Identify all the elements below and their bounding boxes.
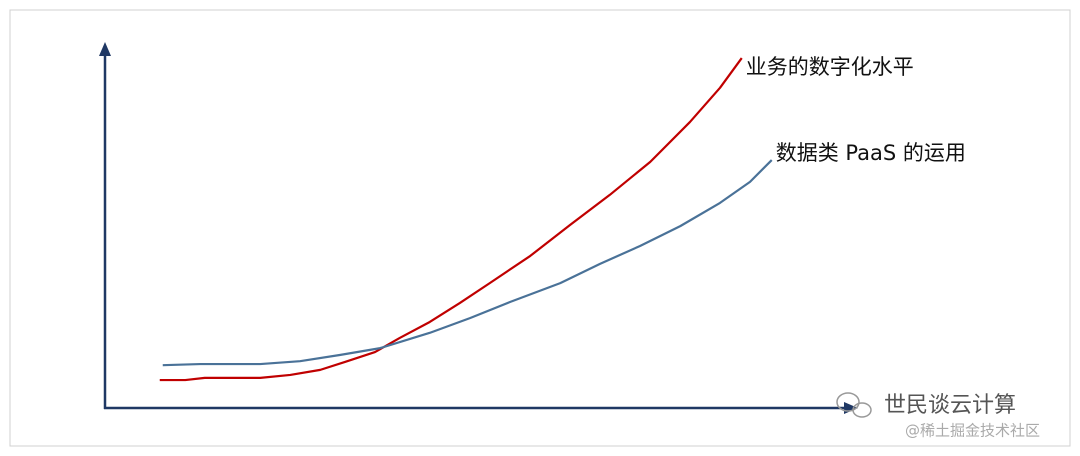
frame	[9, 9, 1071, 447]
y-axis-arrow	[99, 42, 111, 56]
watermark-title: 世民谈云计算	[884, 393, 1016, 418]
series-label: 数据类 PaaS 的运用	[776, 141, 966, 165]
series-line	[159, 57, 743, 382]
wechat-icon	[836, 392, 872, 418]
series-line	[162, 159, 773, 367]
watermark-source: @稀土掘金技术社区	[905, 422, 1040, 440]
series-label: 业务的数字化水平	[746, 55, 914, 79]
